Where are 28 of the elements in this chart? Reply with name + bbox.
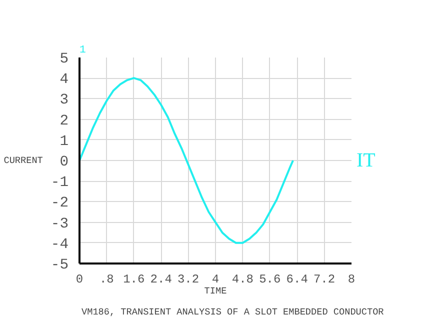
x-tick-label: 0 — [76, 272, 84, 286]
x-tick-label: 5.6 — [259, 272, 281, 286]
y-tick-label: -4 — [50, 236, 69, 253]
x-tick-label: 2.4 — [150, 272, 172, 286]
text: IT — [356, 150, 376, 172]
x-tick-label: .8 — [100, 272, 114, 286]
y-tick-label: -1 — [50, 175, 69, 192]
y-tick-label: -5 — [50, 258, 69, 274]
line-series — [80, 77, 294, 244]
y-tick-label: 0 — [60, 154, 68, 170]
text: VM186, TRANSIENT ANALYSIS OF A SLOT EMBEDDED CONDUCTOR — [82, 306, 384, 318]
text: 1 — [80, 44, 86, 56]
y-tick-label: 4 — [60, 72, 69, 88]
y-axis-title: CURRENT — [4, 155, 44, 166]
x-tick-label: 8 — [348, 272, 356, 286]
x-tick-label: 1.6 — [123, 272, 145, 286]
y-tick-label: 5 — [60, 52, 68, 68]
x-tick-label: 3.2 — [178, 272, 200, 286]
x-tick-label: 4 — [212, 272, 220, 286]
x-tick-label: 4.8 — [232, 272, 254, 286]
x-tick-label: 7.2 — [314, 272, 336, 286]
x-tick-label: 6.4 — [286, 272, 308, 286]
y-tick-label: 2 — [60, 113, 68, 130]
y-tick-label: 1 — [60, 134, 69, 150]
y-tick-label: -2 — [50, 196, 69, 212]
y-tick-label: -3 — [50, 216, 69, 232]
x-axis-title: TIME — [204, 286, 228, 296]
y-tick-label: 3 — [60, 92, 68, 109]
